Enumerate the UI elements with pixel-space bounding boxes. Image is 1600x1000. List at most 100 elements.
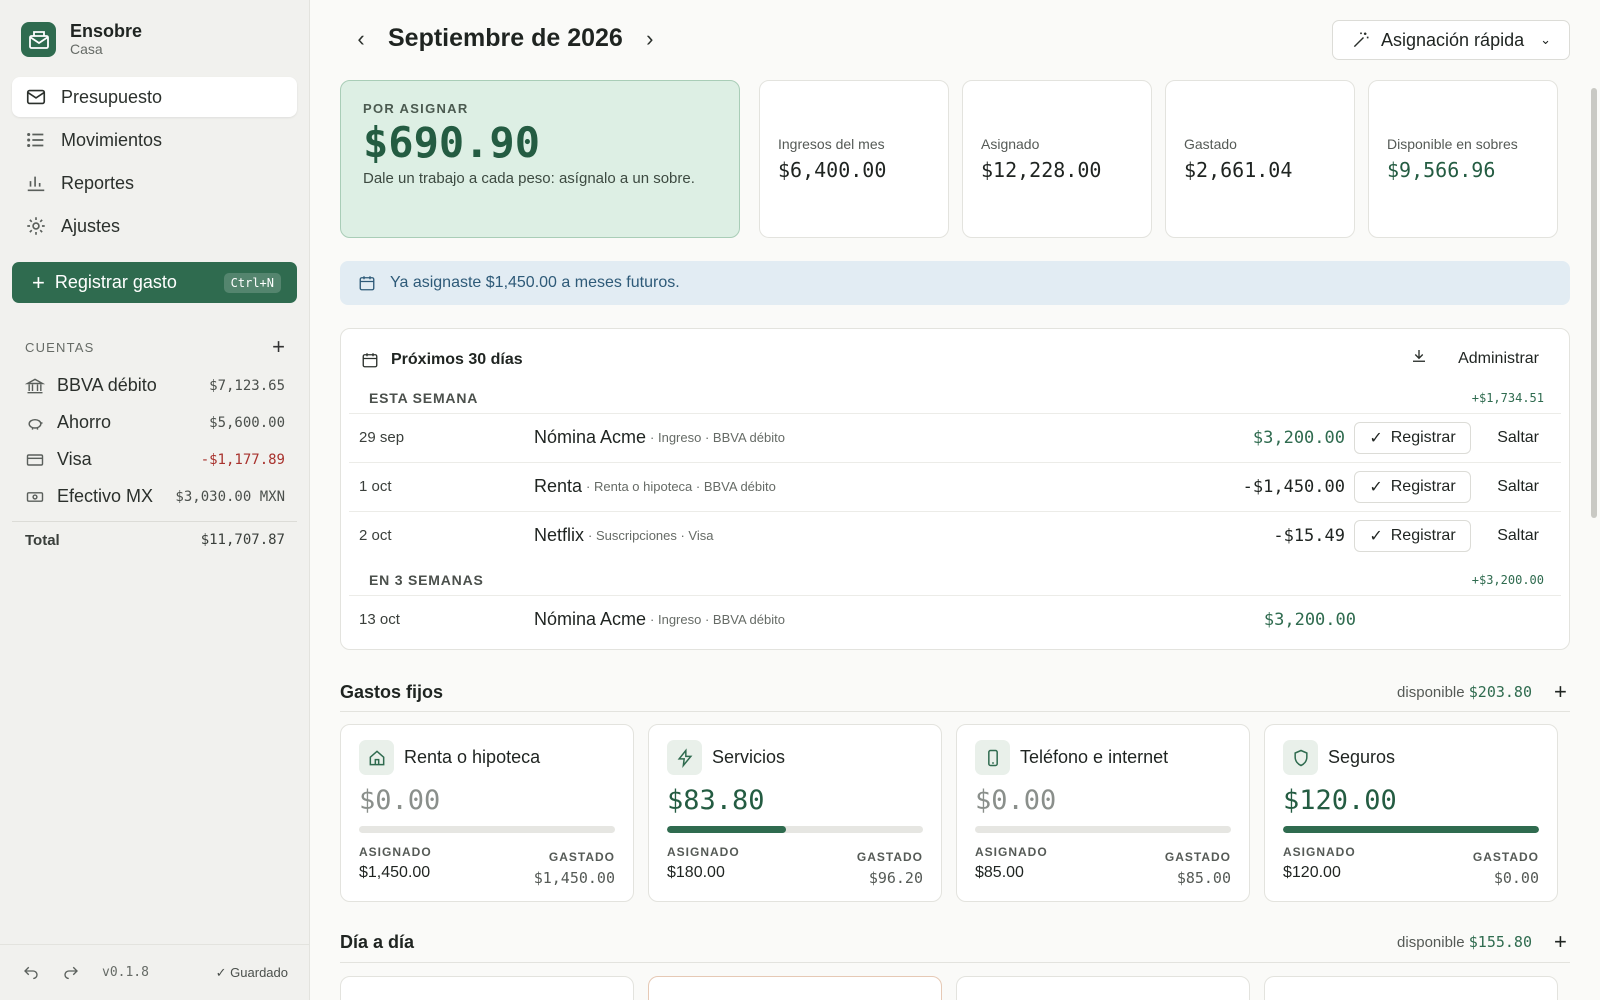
stat-label: Asignado bbox=[981, 136, 1040, 152]
shortcut-badge: Ctrl+N bbox=[223, 272, 281, 293]
future-months-banner: Ya asignaste $1,450.00 a meses futuros. bbox=[340, 261, 1570, 305]
envelope-card[interactable] bbox=[1264, 976, 1558, 1000]
upcoming-actions: Administrar bbox=[1410, 347, 1539, 370]
skip-button[interactable]: Saltar bbox=[1497, 428, 1539, 446]
register-button[interactable]: ✓ Registrar bbox=[1354, 519, 1471, 552]
daily-expenses-header: Día a día disponible $155.80 + bbox=[340, 929, 1570, 955]
upcoming-row: 29 sep Nómina Acme · Ingreso · BBVA débi… bbox=[349, 413, 1561, 461]
envelope-card[interactable] bbox=[340, 976, 634, 1000]
undo-icon[interactable] bbox=[22, 962, 40, 983]
envelope-card[interactable] bbox=[956, 976, 1250, 1000]
brand[interactable]: Ensobre Casa bbox=[21, 21, 142, 58]
month-navigator: ‹ Septiembre de 2026 › bbox=[350, 24, 661, 53]
account-balance: $7,123.65 bbox=[209, 377, 285, 394]
stat-value: $12,228.00 bbox=[981, 158, 1102, 182]
group-label: ESTA SEMANA bbox=[369, 390, 479, 406]
assigned-label: ASIGNADO bbox=[667, 845, 740, 859]
envelope-assigned: $120.00 bbox=[1283, 864, 1341, 881]
row-name: Netflix bbox=[534, 525, 585, 545]
upcoming-header: Próximos 30 días bbox=[361, 351, 523, 369]
envelope-spent: $0.00 bbox=[1493, 869, 1539, 887]
sidebar: Ensobre Casa Presupuesto Movimientos Rep… bbox=[0, 0, 310, 1000]
nav-item-ajustes[interactable]: Ajustes bbox=[12, 206, 297, 246]
shield-icon bbox=[1283, 740, 1318, 775]
envelope-available: $120.00 bbox=[1283, 785, 1397, 816]
spent-label: GASTADO bbox=[1164, 850, 1231, 864]
envelope-card[interactable] bbox=[648, 976, 942, 1000]
row-amount: -$1,450.00 bbox=[1242, 476, 1345, 497]
nav-label: Reportes bbox=[61, 172, 135, 193]
section-divider bbox=[340, 962, 1570, 963]
brand-subtitle: Casa bbox=[70, 41, 103, 57]
manage-button[interactable]: Administrar bbox=[1458, 349, 1539, 367]
chevron-left-icon[interactable]: ‹ bbox=[357, 25, 365, 51]
download-icon[interactable] bbox=[1410, 347, 1428, 370]
group-header-3-weeks: EN 3 SEMANAS +$3,200.00 bbox=[369, 572, 1544, 588]
accounts-header: CUENTAS + bbox=[25, 334, 285, 360]
app-version: v0.1.8 bbox=[102, 965, 149, 980]
available-value: $155.80 bbox=[1468, 933, 1532, 951]
row-meta: · Ingreso · BBVA débito bbox=[650, 612, 785, 627]
available-label: disponible bbox=[1397, 934, 1465, 951]
envelope-card[interactable]: Servicios $83.80 ASIGNADO $180.00 GASTADO… bbox=[648, 724, 942, 902]
scrollbar[interactable] bbox=[1591, 88, 1597, 518]
nav-label: Movimientos bbox=[61, 129, 163, 150]
total-label: Total bbox=[25, 532, 60, 549]
calendar-icon bbox=[359, 276, 375, 291]
envelope-card[interactable]: Teléfono e internet $0.00 ASIGNADO $85.00… bbox=[956, 724, 1250, 902]
stat-available: Disponible en sobres $9,566.96 bbox=[1368, 80, 1558, 238]
nav-item-reportes[interactable]: Reportes bbox=[12, 163, 297, 203]
accounts-total: Total $11,707.87 bbox=[25, 532, 285, 549]
row-date: 2 oct bbox=[359, 527, 392, 544]
skip-button[interactable]: Saltar bbox=[1497, 477, 1539, 495]
cash-icon bbox=[26, 491, 44, 502]
group-label: EN 3 SEMANAS bbox=[369, 572, 484, 588]
envelope-spent: $85.00 bbox=[1176, 869, 1231, 887]
stat-value: $2,661.04 bbox=[1184, 158, 1293, 182]
assigned-label: ASIGNADO bbox=[359, 845, 432, 859]
bank-icon bbox=[25, 378, 45, 393]
add-account-button[interactable]: + bbox=[272, 334, 285, 359]
main-nav: Presupuesto Movimientos Reportes Ajustes bbox=[12, 77, 297, 249]
gear-icon bbox=[27, 217, 45, 235]
register-expense-button[interactable]: + Registrar gasto Ctrl+N bbox=[12, 262, 297, 303]
register-button[interactable]: ✓ Registrar bbox=[1354, 470, 1471, 503]
account-item-ahorro[interactable]: Ahorro $5,600.00 bbox=[25, 404, 285, 441]
upcoming-title: Próximos 30 días bbox=[391, 351, 523, 368]
nav-item-presupuesto[interactable]: Presupuesto bbox=[12, 77, 297, 117]
envelope-card[interactable]: Seguros $120.00 ASIGNADO $120.00 GASTADO $… bbox=[1264, 724, 1558, 902]
quick-assign-button[interactable]: Asignación rápida ⌄ bbox=[1332, 20, 1570, 60]
accounts-title: CUENTAS bbox=[25, 339, 95, 355]
account-name: Ahorro bbox=[57, 412, 112, 432]
plus-icon: + bbox=[32, 269, 45, 295]
add-envelope-button[interactable]: + bbox=[1554, 929, 1567, 954]
register-label: Registrar bbox=[1390, 477, 1456, 495]
account-item-visa[interactable]: Visa -$1,177.89 bbox=[25, 441, 285, 478]
row-date: 1 oct bbox=[359, 478, 392, 495]
to-assign-label: POR ASIGNAR bbox=[363, 101, 469, 116]
section-title: Gastos fijos bbox=[340, 681, 444, 702]
envelope-assigned: $1,450.00 bbox=[359, 864, 431, 881]
nav-item-movimientos[interactable]: Movimientos bbox=[12, 120, 297, 160]
add-envelope-button[interactable]: + bbox=[1554, 679, 1567, 704]
row-name: Nómina Acme bbox=[534, 609, 647, 629]
account-item-efectivo[interactable]: Efectivo MX $3,030.00 MXN bbox=[25, 478, 285, 515]
account-balance: $3,030.00 MXN bbox=[175, 488, 285, 505]
chevron-right-icon[interactable]: › bbox=[646, 25, 654, 51]
spent-label: GASTADO bbox=[1472, 850, 1539, 864]
envelope-assigned: $180.00 bbox=[667, 864, 725, 881]
envelope-card[interactable]: Renta o hipoteca $0.00 ASIGNADO $1,450.00… bbox=[340, 724, 634, 902]
redo-icon[interactable] bbox=[62, 962, 80, 983]
register-button[interactable]: ✓ Registrar bbox=[1354, 421, 1471, 454]
assigned-label: ASIGNADO bbox=[1283, 845, 1356, 859]
envelope-available: $0.00 bbox=[359, 785, 441, 816]
skip-button[interactable]: Saltar bbox=[1497, 526, 1539, 544]
envelope-progress-fill bbox=[667, 826, 787, 833]
row-date: 29 sep bbox=[359, 429, 405, 446]
banner-text: Ya asignaste $1,450.00 a meses futuros. bbox=[390, 274, 680, 291]
account-item-bbva[interactable]: BBVA débito $7,123.65 bbox=[25, 367, 285, 404]
envelope-name: Renta o hipoteca bbox=[404, 747, 541, 767]
save-status: ✓ Guardado bbox=[216, 965, 288, 981]
row-name: Renta bbox=[534, 476, 583, 496]
register-label: Registrar bbox=[1390, 428, 1456, 446]
